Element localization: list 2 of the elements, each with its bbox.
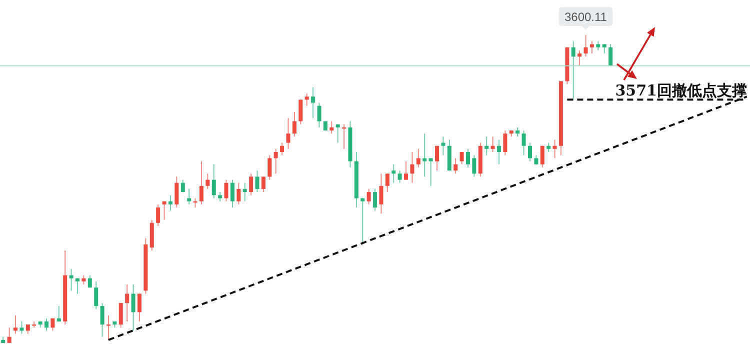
annotation: 3571回撤低点支撑: [615, 82, 747, 100]
annotation: 3600.11: [564, 10, 608, 24]
